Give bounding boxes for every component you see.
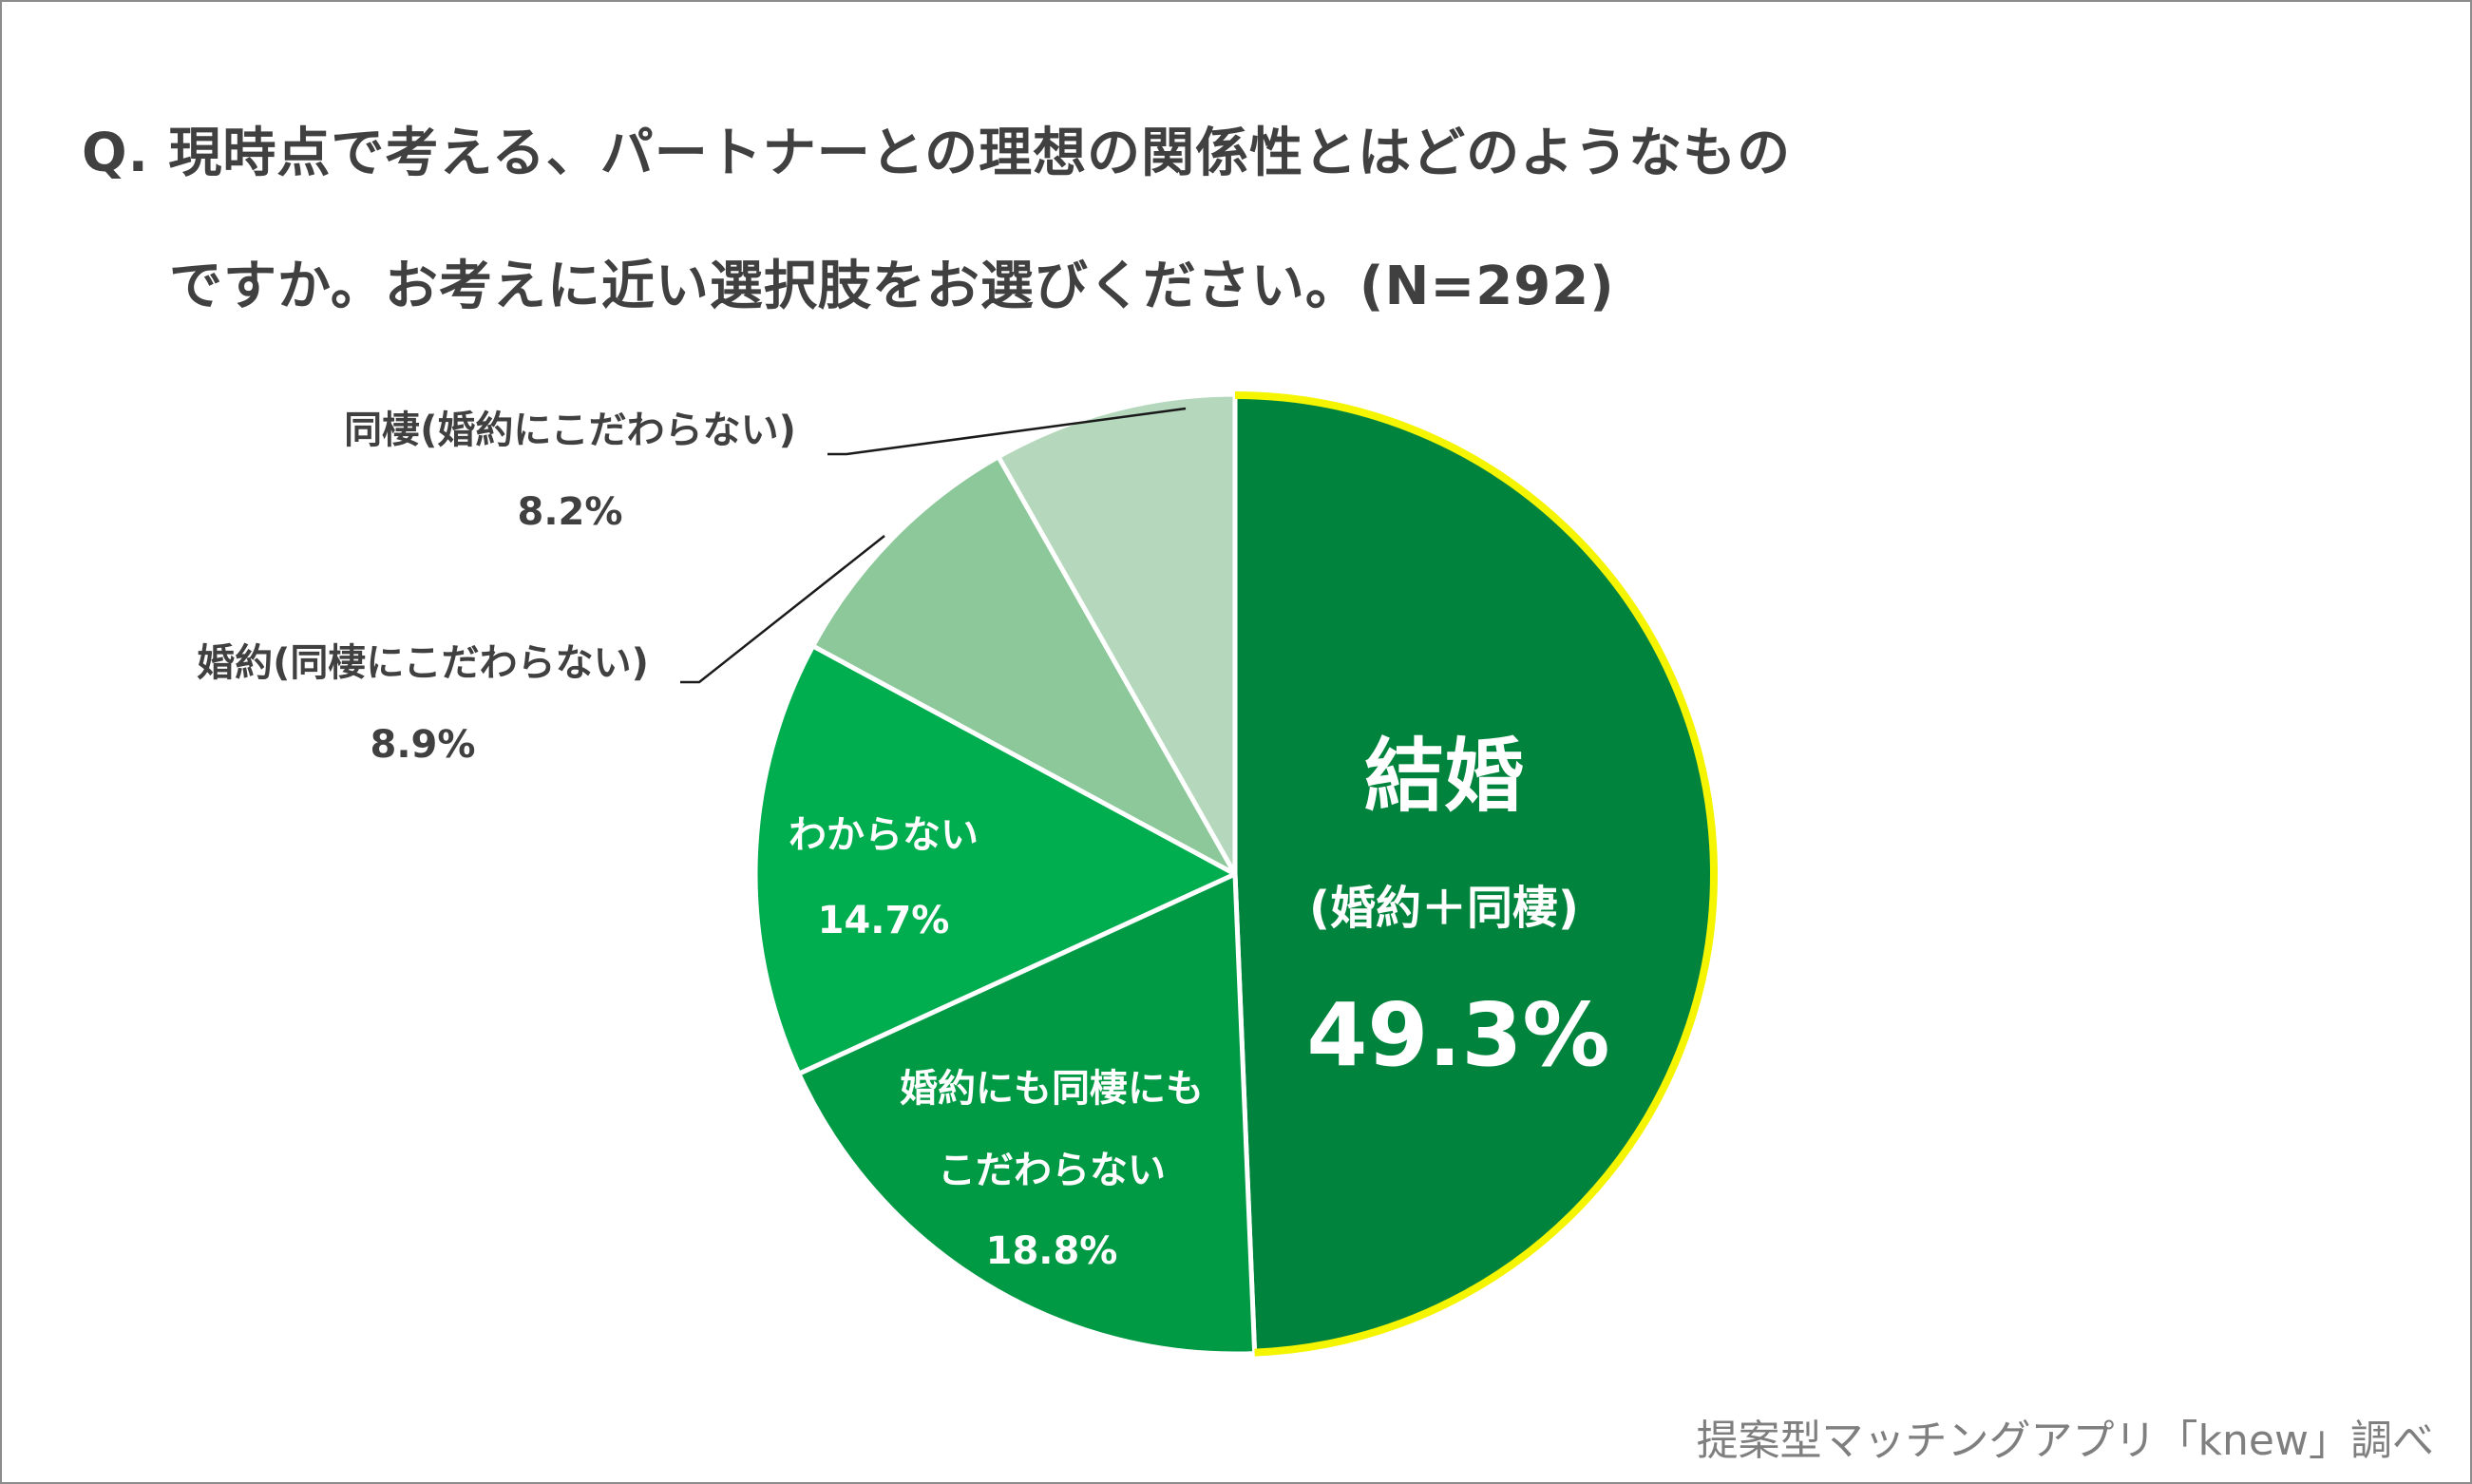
source-note: 提案型マッチングアプリ「knew」調べ: [1696, 1417, 2434, 1465]
slice-value-marriage: 49.3%: [1306, 984, 1609, 1086]
pie-highlight: [1234, 391, 1718, 1357]
slice-value-cohabitation: 8.2%: [518, 490, 623, 534]
slice-value-neither: 18.8%: [986, 1229, 1118, 1273]
slice-label-engagement: 婚約(同棲にこだわらない): [197, 641, 649, 685]
slice-label-marriage: 結婚: [1364, 730, 1524, 823]
slice-sublabel-marriage: (婚約＋同棲): [1309, 882, 1579, 935]
pie-slices: [752, 391, 1718, 1357]
leader-line-cohabitation: [827, 407, 1187, 456]
pie-slice-1: [796, 871, 1258, 1357]
pie-slice-3: [810, 454, 1238, 877]
slice-value-unknown: 14.7%: [818, 899, 950, 942]
chart-title-line1: Q. 現時点で考える、パートナーとの理想の関係性とはどのようなもの: [82, 123, 1792, 184]
pie-slice-4: [996, 391, 1238, 877]
pie-slice-2: [752, 643, 1238, 1076]
slice-value-engagement: 8.9%: [371, 723, 476, 767]
chart-title: Q. 現時点で考える、パートナーとの理想の関係性とはどのようなもの ですか。お考…: [82, 87, 2267, 353]
pie-slice-highlight-arc: [1234, 391, 1718, 1357]
pie-slice-0: [1232, 391, 1718, 1357]
leader-line-engagement: [680, 535, 885, 684]
slice-label-cohabitation: 同棲(婚約にこだわらない): [344, 409, 796, 452]
slice-sublabel-neither: こだわらない: [938, 1149, 1166, 1192]
slice-label-neither: 婚約にも同棲にも: [900, 1067, 1204, 1111]
slice-label-unknown: わからない: [789, 813, 979, 857]
chart-title-line2: ですか。お考えに近い選択肢をお選びください。(N=292): [169, 256, 1615, 317]
